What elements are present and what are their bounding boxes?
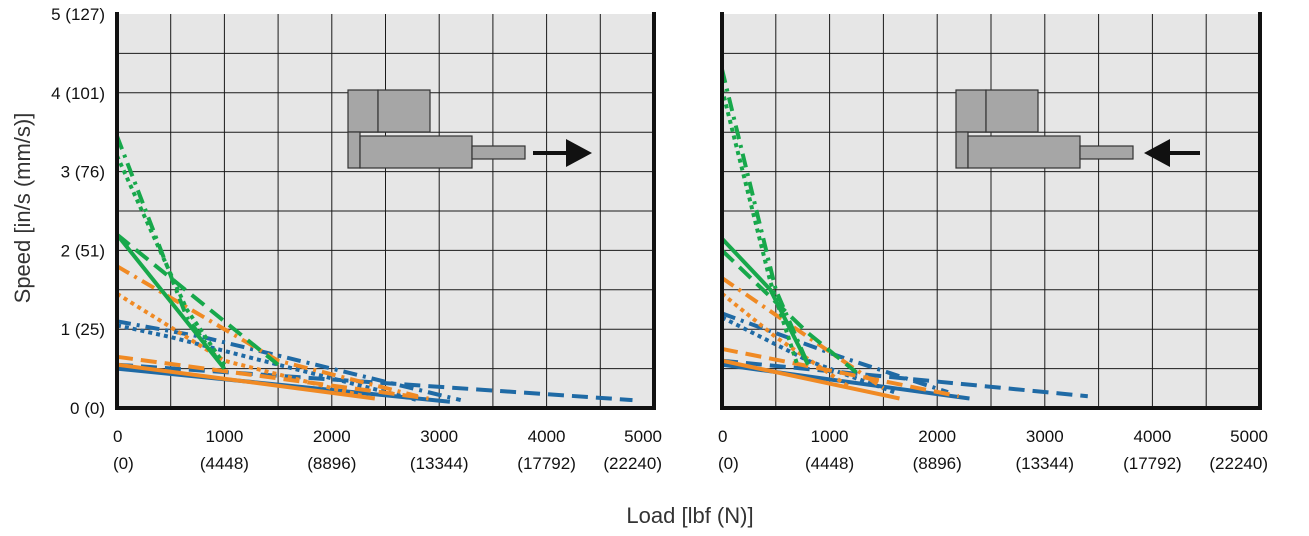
- series-line-blue-dashdot: [721, 311, 949, 395]
- x-tick-sublabel: (13344): [1015, 454, 1074, 473]
- series-line-green-dashdot: [720, 68, 810, 366]
- series-line-orange-dash: [721, 346, 960, 399]
- x-tick-label: 3000: [420, 427, 458, 446]
- x-tick-label: 5000: [624, 427, 662, 446]
- x-tick-sublabel: (8896): [307, 454, 356, 473]
- x-tick-label: 4000: [528, 427, 566, 446]
- y-tick-label: 5 (127): [51, 5, 105, 24]
- actuator-extend-arrow-right-icon: [347, 89, 592, 169]
- series-line-green-dash: [720, 248, 858, 375]
- series-line-blue-dashdot: [116, 319, 462, 403]
- x-tick-sublabel: (17792): [1123, 454, 1182, 473]
- series-line-green-dot: [720, 88, 800, 366]
- y-axis-label: Speed [in/s (mm/s)]: [10, 113, 35, 304]
- series-line-orange-dashdot: [115, 264, 419, 399]
- x-tick-label: 2000: [918, 427, 956, 446]
- chart-panel-right: 0 (0) 1000 (4448) 2000 (8896) 3000 (13344) 4000 (…: [718, 12, 1268, 473]
- series-line-orange-dot: [720, 292, 853, 390]
- y-tick-label: 2 (51): [61, 241, 105, 260]
- y-tick-label: 1 (25): [61, 320, 105, 339]
- chart-panel-left: 0 (0) 1000 (4448) 2000 (8896) 3000 (13344) 4000 (…: [51, 5, 662, 473]
- x-tick-sublabel: (4448): [805, 454, 854, 473]
- series-line-green-solid: [720, 237, 810, 366]
- series-line-orange-dot: [115, 292, 365, 399]
- series-line-blue-dash: [116, 362, 633, 403]
- series-line-green-solid: [115, 233, 226, 370]
- y-tick-label: 3 (76): [61, 163, 105, 182]
- x-tick-label: 1000: [811, 427, 849, 446]
- series-group: [115, 135, 633, 404]
- y-tick-label: 4 (101): [51, 84, 105, 103]
- axis-frame: [115, 12, 656, 410]
- x-tick-sublabel: (17792): [517, 454, 576, 473]
- series-line-orange-solid: [116, 362, 376, 401]
- x-tick-sublabel: (0): [113, 454, 134, 473]
- x-tick-sublabel: (22240): [603, 454, 662, 473]
- y-tick-label: 0 (0): [70, 399, 105, 418]
- x-tick-sublabel: (22240): [1209, 454, 1268, 473]
- series-line-orange-dash: [116, 354, 429, 401]
- series-line-green-dot: [115, 154, 227, 366]
- series-line-green-dashdot: [115, 135, 227, 370]
- x-tick-label: 0: [718, 427, 727, 446]
- actuator-retract-arrow-left-icon: [955, 89, 1200, 169]
- x-tick-sublabel: (13344): [410, 454, 469, 473]
- x-tick-sublabel: (4448): [200, 454, 249, 473]
- series-group: [720, 68, 1088, 401]
- series-line-orange-dashdot: [720, 276, 885, 390]
- x-tick-sublabel: (0): [718, 454, 739, 473]
- x-tick-label: 0: [113, 427, 122, 446]
- x-tick-label: 4000: [1133, 427, 1171, 446]
- x-tick-label: 3000: [1026, 427, 1064, 446]
- x-tick-sublabel: (8896): [913, 454, 962, 473]
- series-line-blue-dot: [116, 323, 419, 403]
- x-axis-label: Load [lbf (N)]: [626, 503, 753, 528]
- axis-frame: [720, 12, 1262, 410]
- x-tick-label: 1000: [205, 427, 243, 446]
- x-tick-label: 5000: [1230, 427, 1268, 446]
- series-line-orange-solid: [721, 358, 900, 401]
- x-tick-label: 2000: [313, 427, 351, 446]
- gridlines: [117, 14, 654, 408]
- series-line-green-dash: [115, 233, 280, 367]
